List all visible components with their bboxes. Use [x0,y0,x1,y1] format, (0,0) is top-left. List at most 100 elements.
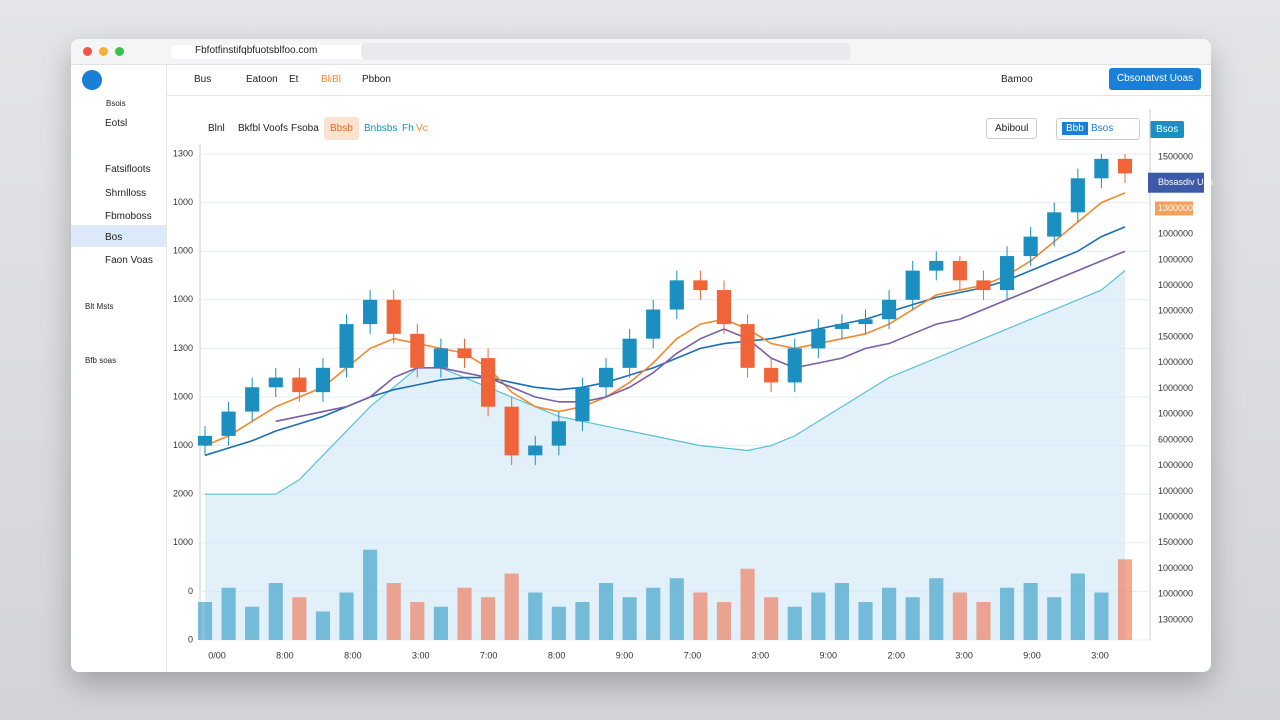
volume-bar [1094,592,1109,640]
volume-bar [457,587,472,640]
candle-body [740,324,755,368]
candle-body [292,377,307,393]
header-item[interactable]: Vc [416,123,428,134]
y2-tick-label: 1000000 [1158,306,1193,316]
volume-bar [669,578,684,640]
address-bar[interactable] [361,43,851,60]
candle-body [1117,158,1133,174]
candle-body [363,299,378,325]
candle-body [716,290,732,325]
volume-bar [693,592,708,640]
logo [82,70,102,90]
volume-bar [1070,573,1085,640]
y-tick-label: 0 [188,634,193,644]
toggle [1056,118,1140,140]
volume-bar [268,583,283,640]
browser-tab[interactable]: Fbfotfinstifqbfuotsblfoo.com [171,45,375,59]
x-tick-label: 3:00 [955,650,973,660]
candle-body [598,367,614,388]
candle-body [315,367,331,393]
y2-tick-label: 1000000 [1158,229,1193,239]
y2-tick-label: 1500000 [1158,331,1193,341]
close-dot[interactable] [83,47,92,56]
minimize-dot[interactable] [99,47,108,56]
volume-bar [315,611,331,640]
y-tick-label: 1000 [173,197,193,207]
toolbar-item[interactable]: Eatoon [246,74,278,85]
x-tick-label: 8:00 [548,650,566,660]
y2-tick-label: 1500000 [1158,151,1193,161]
x-tick-label: 9:00 [820,650,838,660]
candle-body [528,445,543,456]
x-tick-label: 0/00 [208,650,226,660]
volume-bar [811,592,826,640]
sidebar-item[interactable]: Fbmoboss [105,211,152,222]
volume-bar [1047,597,1062,640]
primary-button[interactable]: Cbsonatvst Uoas [1109,68,1201,90]
candle-body [268,377,283,388]
header-item[interactable]: Blnl [208,123,225,134]
toggle-option[interactable]: Bbb [1062,122,1088,135]
volume-bar [952,592,967,640]
header-item[interactable]: Bnbsbs [364,123,398,134]
candle-body [929,260,944,271]
volume-bar [929,578,944,640]
y2-tick-label: 1000000 [1158,254,1193,264]
candle-body [669,280,684,310]
sidebar-label: Bsois [106,99,126,108]
y2-tick-label: 1000000 [1158,280,1193,290]
sidebar-item[interactable]: Faon Voas [105,255,153,266]
volume-bar [221,587,236,640]
volume-bar [905,597,920,640]
candle-body [764,367,779,383]
toolbar-item[interactable]: Et [289,74,299,85]
price-marker [1155,201,1193,216]
sidebar-item[interactable]: Fatsifloots [105,164,151,175]
x-tick-label: 8:00 [344,650,362,660]
y2-tick-label: 1500000 [1158,537,1193,547]
badge: Bsos [1150,121,1185,138]
y-tick-label: 1000 [173,391,193,401]
candle-body [197,435,213,446]
candle-body [1070,178,1085,213]
header-item[interactable]: Fh [402,123,414,134]
volume-bar [764,597,779,640]
toolbar-item[interactable]: Bus [194,74,212,85]
candle-body [221,411,236,436]
candle-body [1023,236,1038,257]
volume-bar [858,602,873,640]
y2-tick-label: 1000000 [1158,511,1193,521]
y2-tick-label: 1300000 [1158,614,1193,624]
volume-bar [433,606,448,640]
x-tick-label: 7:00 [480,650,498,660]
title-bar: Fbfotfinstifqbfuotsblfoo.com [71,39,1211,65]
volume-bar [834,583,849,640]
volume-bar [339,592,354,640]
candle-body [834,324,849,329]
sidebar: Bsois Eotsl Fatsifloots Shrnlloss Fbmobo… [71,64,167,672]
toolbar-item[interactable]: BliBl [321,74,342,85]
header-item[interactable]: Fsoba [291,123,319,134]
toggle-option[interactable]: Bsos [1091,123,1114,134]
sidebar-item[interactable]: Bos [105,232,123,243]
dropdown[interactable]: Abiboul [986,118,1038,139]
volume-bar [363,549,378,640]
candle-body [905,270,920,300]
volume-bar [197,602,213,640]
sidebar-footer: Bfb soas [85,356,117,365]
candle-body [551,421,566,446]
toolbar-item[interactable]: Pbbon [362,74,391,85]
toolbar-label[interactable]: Bamoo [1001,74,1033,85]
y-tick-label: 1000 [173,440,193,450]
header-item[interactable]: Bbsb [324,117,359,140]
volume-bar [386,583,401,640]
candle-body [882,299,897,320]
maximize-dot[interactable] [115,47,124,56]
candle-body [575,387,590,422]
header-item[interactable]: Bkfbl Voofs [238,123,289,134]
candle-body [787,348,802,383]
sidebar-item[interactable]: Shrnlloss [105,188,147,199]
candle-body [339,324,354,368]
volume-bar [528,592,543,640]
sidebar-section[interactable]: Eotsl [105,118,128,129]
